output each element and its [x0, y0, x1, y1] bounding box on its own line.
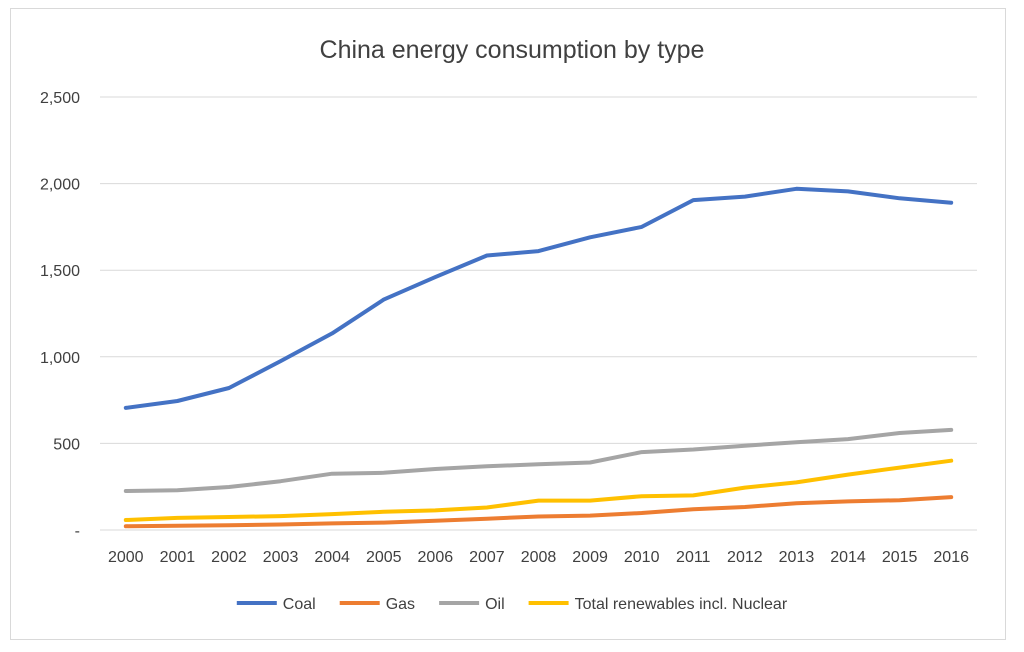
x-tick-label: 2010	[624, 549, 660, 566]
x-tick-label: 2000	[108, 549, 144, 566]
legend-label: Gas	[386, 596, 415, 613]
x-tick-label: 2001	[160, 549, 196, 566]
x-tick-label: 2003	[263, 549, 299, 566]
x-tick-label: 2004	[314, 549, 350, 566]
legend: Coal Gas Oil Total renewables incl. Nuclear	[236, 596, 788, 613]
x-tick-label: 2005	[366, 549, 402, 566]
series-line-coal	[123, 186, 954, 410]
x-tick-label: 2006	[418, 549, 454, 566]
x-tick-label: 2009	[572, 549, 608, 566]
legend-label: Total renewables incl. Nuclear	[575, 596, 788, 613]
gridlines	[100, 96, 977, 531]
series-line-oil	[123, 427, 954, 493]
y-tick-label: 1,000	[40, 350, 80, 367]
x-tick-label: 2002	[211, 549, 247, 566]
y-tick-label: 1,500	[40, 263, 80, 280]
legend-item: Coal	[236, 596, 316, 613]
chart-title: China energy consumption by type	[319, 36, 705, 64]
y-tick-label: 2,500	[40, 90, 80, 107]
x-tick-label: 2007	[469, 549, 505, 566]
y-tick-label: -	[75, 523, 80, 540]
x-tick-label: 2015	[882, 549, 918, 566]
legend-label: Oil	[485, 596, 505, 613]
legend-item: Gas	[339, 596, 415, 613]
series-lines	[123, 186, 954, 529]
y-tick-label: 500	[53, 436, 80, 453]
chart-frame	[10, 8, 1006, 640]
legend-item: Total renewables incl. Nuclear	[528, 596, 788, 613]
x-axis-ticks: 2000 2001 2002 2003 2004 2005 2006 2007 2008 2009…	[108, 549, 969, 566]
legend-item: Oil	[439, 596, 505, 613]
y-tick-label: 2,000	[40, 177, 80, 194]
legend-label: Coal	[283, 596, 316, 613]
y-axis-ticks: - 500 1,000 1,500 2,000 2,500	[40, 90, 80, 540]
x-tick-label: 2011	[676, 549, 711, 566]
x-tick-label: 2016	[933, 549, 969, 566]
x-tick-label: 2014	[830, 549, 866, 566]
series-line-gas	[123, 495, 954, 529]
x-tick-label: 2012	[727, 549, 763, 566]
x-tick-label: 2008	[521, 549, 557, 566]
x-tick-label: 2013	[779, 549, 815, 566]
series-line-total-renewables-incl-nuclear	[123, 458, 954, 522]
